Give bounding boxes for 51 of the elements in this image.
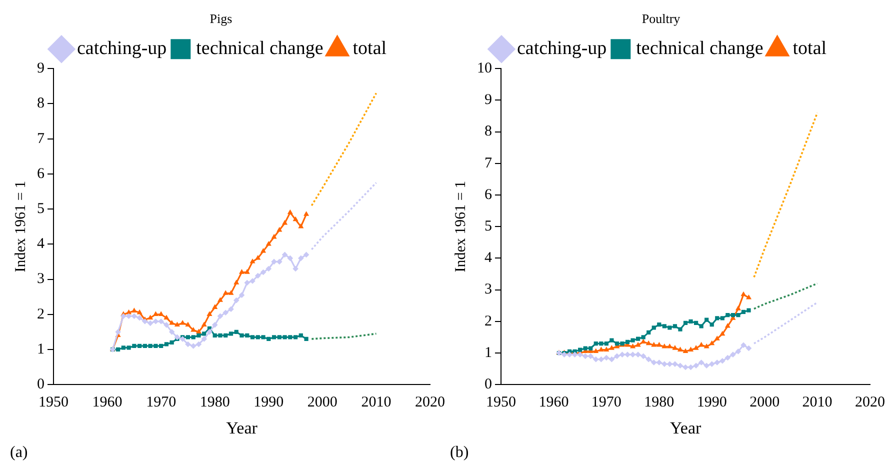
x-tick-label: 2010 — [361, 394, 392, 411]
legend-label: total — [792, 38, 827, 60]
y-tick-label: 7 — [484, 155, 492, 172]
y-tick-label: 4 — [484, 250, 492, 266]
x-tick-label: 1950 — [486, 394, 516, 411]
y-tick-label: 1 — [37, 341, 44, 358]
legend-label: catching-up — [76, 38, 167, 60]
x-tick-label: 1990 — [254, 394, 284, 411]
x-tick-label: 1980 — [200, 394, 230, 411]
x-tick-label: 2020 — [415, 394, 445, 411]
x-tick-label: 2000 — [750, 394, 780, 411]
legend-label: technical change — [636, 38, 764, 60]
x-tick-label: 1960 — [92, 394, 122, 411]
legend-label: technical change — [196, 38, 324, 60]
x-tick-label: 1990 — [696, 394, 727, 411]
y-tick-label: 2 — [37, 306, 44, 322]
x-tick-label: 1980 — [644, 394, 674, 411]
y-tick-label: 8 — [37, 96, 44, 112]
text: (a) — [10, 444, 28, 462]
legend-label: catching-up — [516, 38, 607, 60]
x-tick-label: 2000 — [307, 394, 338, 411]
y-tick-label: 0 — [484, 376, 492, 393]
y-tick-label: 7 — [37, 130, 45, 147]
y-tick-label: 1 — [484, 344, 492, 361]
y-tick-label: 8 — [484, 124, 492, 140]
x-tick-label: 1960 — [538, 394, 569, 411]
y-tick-label: 0 — [37, 376, 44, 393]
y-tick-label: 9 — [484, 92, 492, 108]
y-tick-label: 4 — [37, 236, 45, 252]
legend-label: total — [352, 38, 387, 60]
x-axis-title: Year — [226, 418, 258, 438]
chart-title: Pigs — [210, 11, 232, 26]
text: (b) — [450, 444, 469, 462]
y-tick-label: 5 — [37, 200, 44, 217]
y-axis-title: Index 1961 = 1 — [452, 180, 469, 272]
x-tick-label: 2010 — [802, 394, 832, 411]
y-tick-label: 2 — [484, 313, 492, 330]
chart-title: Poultry — [642, 11, 681, 26]
y-tick-label: 6 — [484, 186, 492, 203]
y-tick-label: 3 — [484, 282, 492, 298]
x-tick-label: 1950 — [38, 394, 68, 411]
y-tick-label: 3 — [37, 271, 44, 288]
y-axis-title: Index 1961 = 1 — [12, 180, 29, 272]
y-tick-label: 10 — [477, 60, 492, 77]
y-tick-label: 6 — [37, 166, 45, 182]
x-axis-title: Year — [670, 418, 702, 438]
x-tick-label: 1970 — [591, 394, 622, 411]
x-tick-label: 1970 — [146, 394, 176, 411]
y-tick-label: 5 — [484, 218, 492, 235]
x-tick-label: 2020 — [855, 394, 885, 411]
y-tick-label: 9 — [37, 60, 44, 77]
